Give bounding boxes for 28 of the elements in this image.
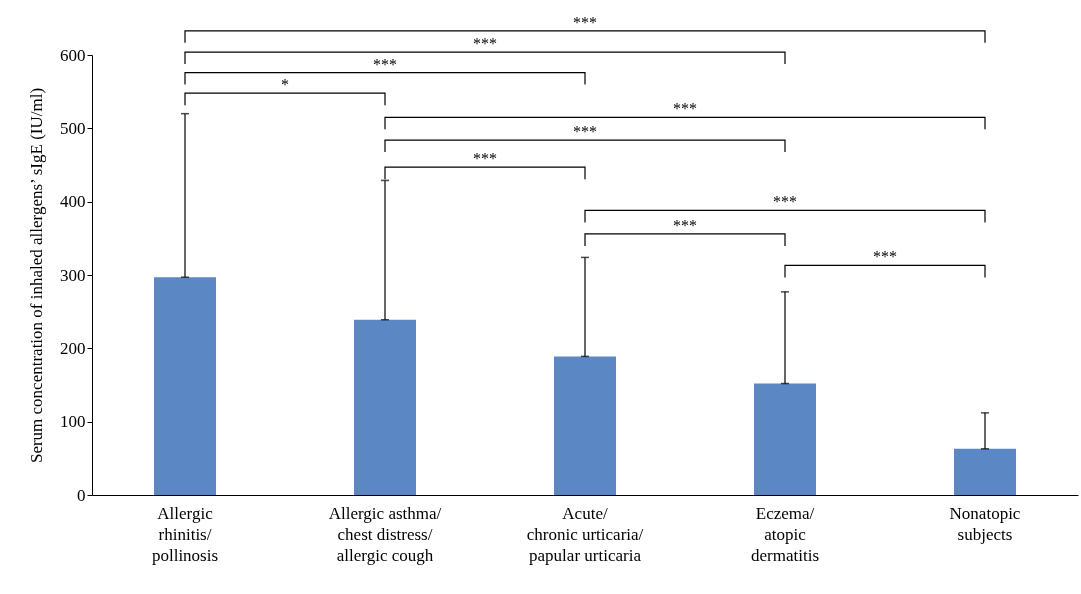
x-tick-label: Eczema/ atopic dermatitis bbox=[751, 503, 819, 565]
y-axis-title: Serum concentration of inhaled allergens’ sIgE (IU/ml) bbox=[27, 87, 46, 464]
y-tick-label: 200 bbox=[60, 338, 86, 358]
y-tick-label: 0 bbox=[77, 485, 86, 505]
x-tick-label: Nonatopic subjects bbox=[949, 503, 1021, 544]
x-tick-label: Acute/ chronic urticaria/ papular urticaria bbox=[526, 503, 644, 565]
annotation: *** bbox=[873, 248, 897, 266]
annotation: *** bbox=[673, 216, 697, 234]
annotation: * bbox=[281, 76, 289, 94]
y-tick-label: 600 bbox=[60, 45, 86, 65]
annotation: *** bbox=[473, 150, 497, 168]
annotation: *** bbox=[773, 193, 797, 211]
bar bbox=[754, 383, 816, 495]
x-tick-label: Allergic asthma/ chest distress/ allergic cough bbox=[328, 503, 442, 565]
bar bbox=[954, 448, 1016, 495]
y-tick-label: 500 bbox=[60, 118, 86, 138]
annotation: *** bbox=[373, 55, 397, 73]
bar bbox=[354, 319, 416, 495]
y-tick-label: 400 bbox=[60, 192, 86, 212]
text: *** bbox=[573, 13, 597, 31]
y-tick-label: 100 bbox=[60, 412, 86, 432]
text: *** bbox=[473, 35, 497, 53]
y-tick-label: 300 bbox=[60, 265, 86, 285]
annotation: *** bbox=[673, 100, 697, 118]
annotation: *** bbox=[573, 123, 597, 141]
x-tick-label: Allergic rhinitis/ pollinosis bbox=[151, 503, 219, 565]
bar bbox=[154, 277, 216, 495]
bar bbox=[554, 356, 616, 495]
